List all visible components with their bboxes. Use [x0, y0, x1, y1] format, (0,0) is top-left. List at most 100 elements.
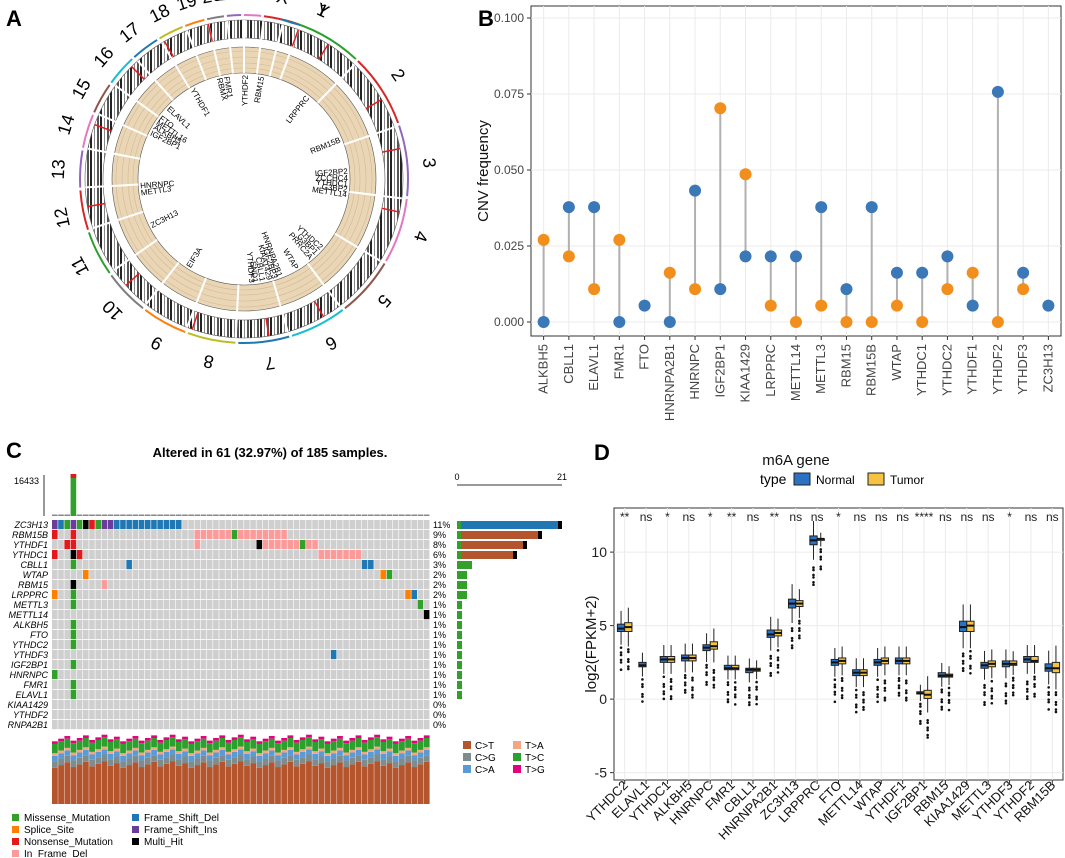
titv-segment	[237, 749, 244, 755]
oncoplot-cell	[82, 690, 89, 700]
oncoplot-cell	[268, 680, 275, 690]
chromosome-label: 8	[202, 351, 216, 373]
oncoplot-cell	[293, 640, 300, 650]
box-outlier	[669, 695, 673, 698]
box-outlier	[619, 661, 623, 664]
oncoplot-cell	[244, 580, 250, 590]
dumbbell-point-blue	[764, 250, 777, 263]
oncoplot-cell	[386, 700, 393, 710]
tmb-bar	[287, 514, 294, 516]
oncoplot-cell	[213, 610, 219, 620]
chromosome-separator	[92, 210, 144, 230]
oncoplot-cell	[107, 560, 114, 570]
oncoplot-cell	[151, 690, 157, 700]
oncoplot-cell	[126, 550, 132, 560]
oncoplot-cell	[343, 690, 349, 700]
oncoplot-cell	[194, 660, 201, 670]
oncoplot-cell	[275, 580, 281, 590]
oncoplot-pct-label: 6%	[433, 550, 446, 560]
oncoplot-cell	[423, 700, 430, 710]
titv-segment	[126, 753, 133, 759]
oncoplot-cell	[70, 710, 77, 720]
titv-segment	[95, 737, 102, 740]
oncoplot-cell	[262, 620, 269, 630]
dumbbell-point-blue	[815, 201, 828, 214]
oncoplot-cell	[250, 560, 256, 570]
box-outlier	[897, 694, 901, 697]
titv-segment	[213, 757, 219, 765]
titv-segment	[76, 757, 83, 765]
oncoplot-cell	[244, 590, 250, 600]
oncoplot-cell	[399, 560, 405, 570]
chromosome-separator	[343, 126, 395, 146]
oncoplot-cell	[368, 620, 374, 630]
oncoplot-cell	[107, 570, 114, 580]
oncoplot-cell	[318, 640, 325, 650]
oncoplot-cell	[268, 590, 275, 600]
significance-label: ns	[854, 510, 867, 524]
oncoplot-cell	[306, 540, 312, 550]
titv-segment	[343, 755, 350, 761]
titv-segment	[163, 749, 170, 752]
titv-segment	[299, 749, 306, 752]
oncoplot-cell	[250, 690, 256, 700]
oncoplot-cell	[206, 520, 213, 530]
oncoplot-cell	[244, 600, 250, 610]
oncoplot-cell	[144, 560, 151, 570]
significance-label: ns	[875, 510, 888, 524]
box-outlier	[961, 654, 965, 658]
oncoplot-gene-bar	[457, 541, 527, 549]
oncoplot-cell	[293, 680, 300, 690]
oncoplot-cell	[151, 530, 157, 540]
titv-segment	[151, 735, 157, 738]
oncoplot-cell	[361, 550, 368, 560]
oncoplot-cell	[182, 590, 188, 600]
oncoplot-cell	[256, 720, 263, 730]
oncoplot-cell	[120, 710, 126, 720]
box-outlier	[919, 705, 922, 708]
box-outlier	[983, 686, 986, 689]
chromosome-arc	[79, 190, 89, 230]
box-outlier	[712, 676, 716, 679]
oncoplot-cell	[256, 600, 263, 610]
oncoplot-cell	[225, 600, 232, 610]
titv-segment	[355, 755, 362, 762]
oncoplot-cell	[417, 710, 424, 720]
oncoplot-cell	[194, 700, 201, 710]
titv-segment	[312, 739, 319, 742]
box-outlier	[819, 550, 823, 554]
oncoplot-cell	[126, 720, 132, 730]
oncoplot-cell	[169, 630, 176, 640]
dumbbell-point-orange	[966, 266, 979, 279]
oncoplot-cell	[405, 640, 411, 650]
oncoplot-cell	[82, 610, 89, 620]
oncoplot-cell	[392, 590, 399, 600]
oncoplot-cell	[405, 590, 411, 600]
box-outlier	[798, 634, 801, 637]
oncoplot-cell	[157, 700, 163, 710]
oncoplot-cell	[405, 600, 411, 610]
titv-segment	[343, 767, 350, 804]
box-outlier	[1054, 703, 1058, 706]
oncoplot-cell	[182, 520, 188, 530]
chromosome-arc	[79, 150, 84, 188]
oncoplot-cell	[113, 580, 120, 590]
titv-segment	[256, 743, 263, 754]
oncoplot-cell	[417, 590, 424, 600]
oncoplot-cell	[287, 680, 294, 690]
titv-segment	[175, 759, 182, 766]
titv-legend-swatch	[463, 753, 471, 761]
titv-segment	[312, 759, 319, 766]
titv-segment	[58, 758, 64, 766]
oncoplot-cell	[95, 670, 101, 680]
oncoplot-cell	[405, 700, 411, 710]
titv-segment	[374, 746, 381, 750]
oncoplot-cell	[120, 680, 126, 690]
oncoplot-cell	[58, 620, 64, 630]
oncoplot-cell	[237, 680, 244, 690]
oncoplot-cell	[157, 610, 163, 620]
box-outlier	[883, 681, 887, 685]
oncoplot-cell	[244, 710, 250, 720]
box-outlier	[819, 555, 823, 559]
box-outlier	[726, 698, 730, 701]
